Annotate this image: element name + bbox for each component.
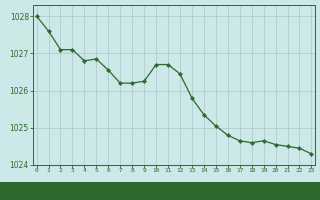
X-axis label: Graphe pression niveau de la mer (hPa): Graphe pression niveau de la mer (hPa): [79, 193, 269, 200]
